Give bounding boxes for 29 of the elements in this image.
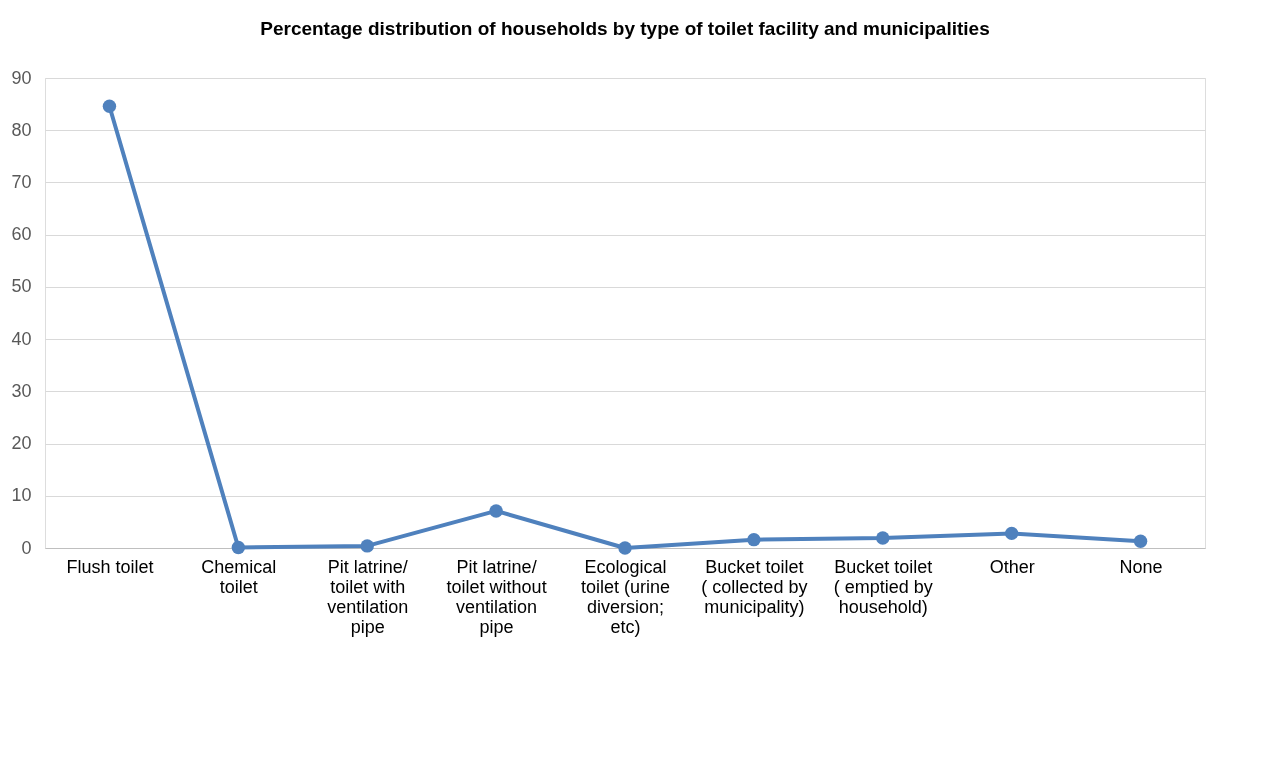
x-tick-label: None bbox=[1119, 556, 1163, 577]
point bbox=[360, 539, 374, 553]
x-tick-label: Bucket toilet ( collected by municipality) bbox=[701, 556, 808, 617]
x-tick-label: Flush toilet bbox=[66, 556, 154, 577]
x-tick-label: Ecological toilet (urine diversion; etc) bbox=[580, 556, 671, 637]
x-tick-label: Chemical toilet bbox=[201, 556, 277, 597]
point bbox=[1004, 526, 1019, 541]
point bbox=[747, 532, 761, 547]
x-tick-label: Pit latrine/ toilet without ventilation pipe bbox=[446, 556, 547, 637]
x-tick-label: Pit latrine/ toilet with ventilation pipe bbox=[327, 556, 409, 637]
point bbox=[102, 99, 117, 113]
y-tick-label: 70 bbox=[11, 171, 32, 192]
point bbox=[1133, 534, 1148, 548]
y-tick-label: 50 bbox=[11, 276, 32, 297]
point bbox=[489, 504, 503, 518]
x-tick-label: Other bbox=[989, 556, 1035, 577]
y-tick-label: 10 bbox=[11, 485, 32, 506]
chart-title: Percentage distribution of households by type of toilet facility and municipalities bbox=[260, 18, 990, 39]
point bbox=[231, 540, 246, 555]
point bbox=[618, 541, 632, 555]
y-tick-label: 20 bbox=[11, 433, 32, 454]
y-tick-label: 80 bbox=[11, 119, 32, 140]
y-tick-label: 60 bbox=[11, 224, 32, 245]
y-tick-label: 90 bbox=[11, 67, 32, 88]
y-tick-label: 40 bbox=[11, 328, 32, 349]
y-tick-label: 0 bbox=[21, 537, 32, 558]
y-tick-label: 30 bbox=[11, 380, 32, 401]
x-tick-label: Bucket toilet ( emptied by household) bbox=[833, 556, 933, 617]
point bbox=[876, 531, 890, 545]
